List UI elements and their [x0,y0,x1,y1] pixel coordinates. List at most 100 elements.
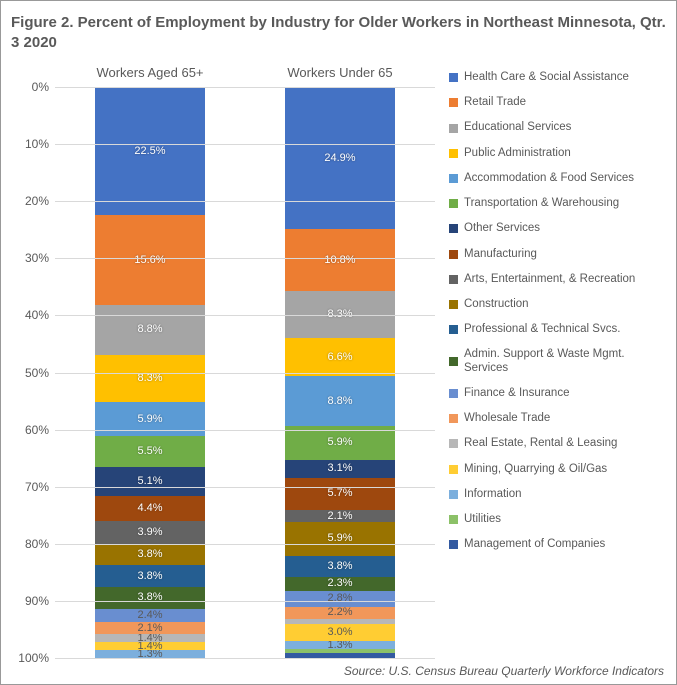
legend-item: Mining, Quarrying & Oil/Gas [449,463,666,476]
legend-swatch [449,149,458,158]
grid-line [55,373,435,374]
bar-segment: 1.3% [285,641,395,648]
bar-segment: 1.3% [95,650,205,657]
legend-label: Construction [464,298,529,311]
legend-item: Arts, Entertainment, & Recreation [449,273,666,286]
legend-swatch [449,465,458,474]
bar-segment: 5.1% [95,467,205,496]
bar-segment: 22.5% [95,87,205,215]
y-axis-tick: 40% [25,308,49,322]
grid-line [55,258,435,259]
grid-line [55,430,435,431]
category-label: Workers Aged 65+ [96,65,203,80]
bar-segment: 3.8% [95,544,205,566]
bar-segment: 5.7% [285,478,395,511]
legend-swatch [449,224,458,233]
grid-line [55,315,435,316]
grid-line [55,544,435,545]
legend-label: Manufacturing [464,248,537,261]
grid-line [55,144,435,145]
legend-item: Health Care & Social Assistance [449,71,666,84]
bar-segment: 2.1% [95,622,205,634]
bar-segment: 3.8% [95,587,205,609]
bar-segment: 5.9% [285,522,395,556]
legend-label: Professional & Technical Svcs. [464,323,620,336]
legend: Health Care & Social Assistance Retail Tr… [435,65,666,658]
legend-item: Manufacturing [449,248,666,261]
legend-item: Finance & Insurance [449,387,666,400]
bar-segment: 2.2% [285,607,395,620]
bar-segment: 5.5% [95,436,205,467]
y-axis-tick: 90% [25,594,49,608]
y-axis-tick: 20% [25,194,49,208]
bar-segment: 2.4% [95,609,205,623]
legend-label: Management of Companies [464,538,605,551]
legend-label: Transportation & Warehousing [464,197,619,210]
bar-segment: 10.8% [285,229,395,291]
source-citation: Source: U.S. Census Bureau Quarterly Wor… [344,664,664,678]
grid-line [55,658,435,659]
grid-line [55,601,435,602]
legend-label: Retail Trade [464,96,526,109]
bar-segment: 5.9% [95,402,205,436]
legend-swatch [449,73,458,82]
legend-swatch [449,357,458,366]
chart-area: 0%10%20%30%40%50%60%70%80%90%100% Worker… [11,65,666,658]
bar-segment: 2.3% [285,577,395,590]
legend-swatch [449,414,458,423]
legend-item: Other Services [449,222,666,235]
legend-item: Management of Companies [449,538,666,551]
legend-swatch [449,250,458,259]
legend-label: Mining, Quarrying & Oil/Gas [464,463,607,476]
bar-segment: 1.4% [95,634,205,642]
y-axis-tick: 10% [25,137,49,151]
bar-segment: 8.3% [95,355,205,402]
bar-segment: 3.8% [285,556,395,578]
y-axis: 0%10%20%30%40%50%60%70%80%90%100% [11,65,55,658]
category-label: Workers Under 65 [287,65,392,80]
legend-swatch [449,124,458,133]
plot-area: Workers Aged 65+22.5%15.6%8.8%8.3%5.9%5.… [55,65,435,658]
legend-swatch [449,98,458,107]
legend-swatch [449,389,458,398]
bar-segment: 4.4% [95,496,205,521]
legend-label: Educational Services [464,121,571,134]
bar-segment: 15.6% [95,215,205,304]
legend-label: Information [464,488,522,501]
legend-swatch [449,174,458,183]
legend-swatch [449,515,458,524]
grid-line [55,87,435,88]
bar-segment: 3.0% [285,624,395,641]
bar-segment: 2.1% [285,510,395,522]
legend-swatch [449,325,458,334]
bar-segment: 8.8% [95,305,205,355]
bar-segment: 24.9% [285,87,395,229]
y-axis-tick: 0% [32,80,49,94]
legend-item: Construction [449,298,666,311]
bar-segment: 5.9% [285,426,395,460]
bar-segment: 1.4% [95,642,205,650]
legend-label: Other Services [464,222,540,235]
legend-label: Utilities [464,513,501,526]
y-axis-tick: 80% [25,537,49,551]
y-axis-tick: 70% [25,480,49,494]
legend-label: Accommodation & Food Services [464,172,634,185]
legend-swatch [449,275,458,284]
legend-item: Admin. Support & Waste Mgmt. Services [449,348,666,374]
legend-swatch [449,439,458,448]
legend-item: Wholesale Trade [449,412,666,425]
y-axis-tick: 100% [18,651,49,665]
legend-swatch [449,540,458,549]
legend-item: Retail Trade [449,96,666,109]
legend-item: Transportation & Warehousing [449,197,666,210]
legend-label: Wholesale Trade [464,412,550,425]
bar-segment: 3.9% [95,521,205,543]
legend-item: Information [449,488,666,501]
legend-swatch [449,300,458,309]
y-axis-tick: 30% [25,251,49,265]
legend-item: Professional & Technical Svcs. [449,323,666,336]
y-axis-tick: 50% [25,366,49,380]
legend-label: Health Care & Social Assistance [464,71,629,84]
legend-label: Real Estate, Rental & Leasing [464,437,617,450]
legend-item: Public Administration [449,147,666,160]
